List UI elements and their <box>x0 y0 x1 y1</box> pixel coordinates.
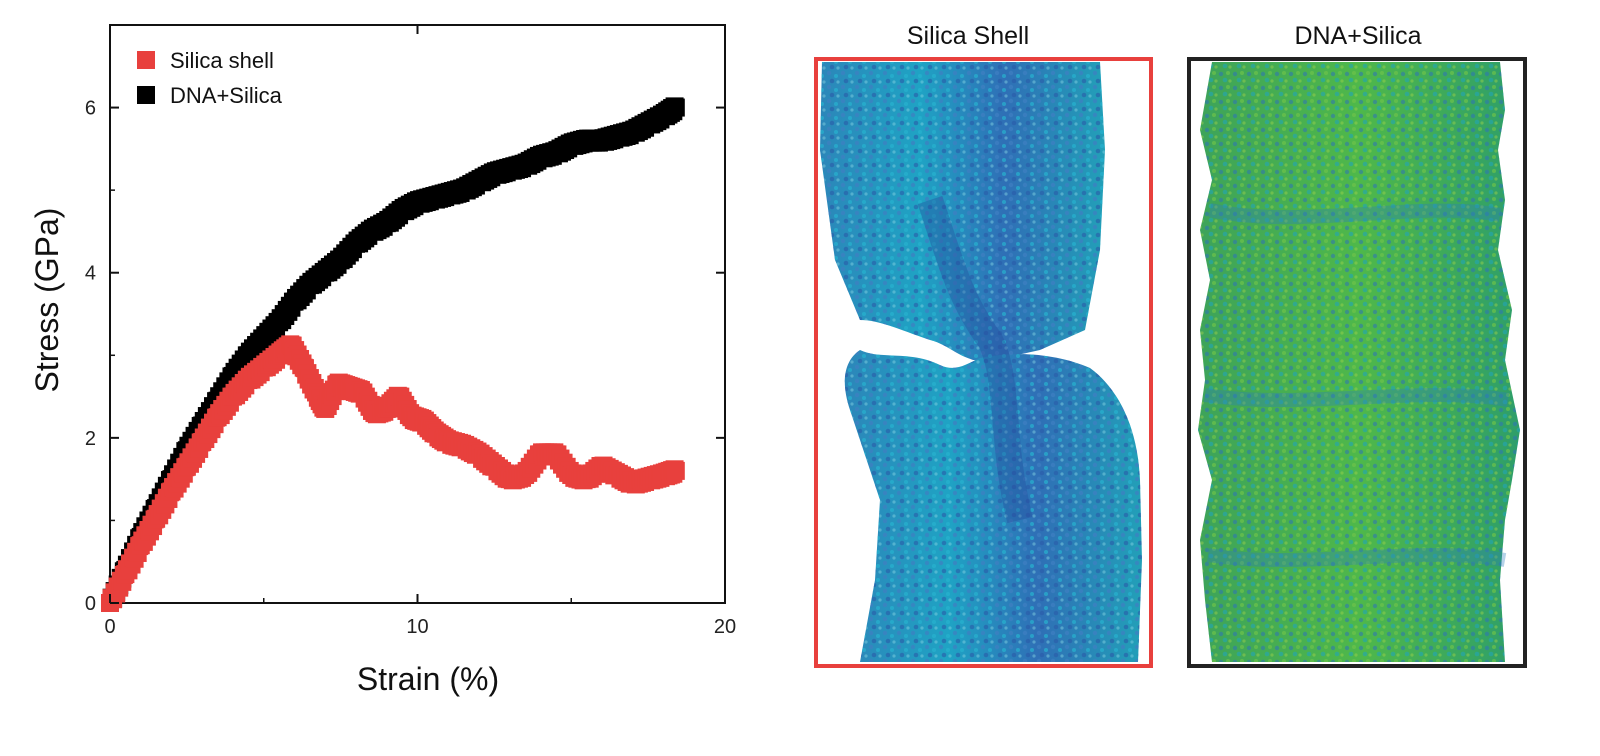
axes-layer: 0 10 20 0 2 4 6 <box>85 25 736 638</box>
stress-strain-plot: 0 10 20 0 2 4 6 Silica shell DNA+Silica Strain… <box>29 24 736 697</box>
legend: Silica shell DNA+Silica <box>137 48 283 108</box>
plot-frame <box>109 24 726 604</box>
x-tick-label: 20 <box>714 616 736 638</box>
y-tick-label: 0 <box>85 593 96 615</box>
legend-swatch-silica-shell <box>137 51 155 69</box>
x-tick-label: 0 <box>104 616 115 638</box>
panel-silica-shell: Silica Shell <box>814 22 1153 668</box>
panel-frame-silica-shell <box>814 57 1153 668</box>
panel-title-dna-silica: DNA+Silica <box>1294 22 1421 50</box>
y-tick-label: 4 <box>85 263 96 285</box>
series-dna-silica <box>101 97 685 612</box>
x-axis-title: Strain (%) <box>357 661 499 697</box>
legend-label-silica-shell: Silica shell <box>170 48 274 73</box>
panel-title-silica-shell: Silica Shell <box>907 22 1029 50</box>
y-tick-label: 2 <box>85 428 96 450</box>
y-tick-label: 6 <box>85 98 96 120</box>
series-layer <box>101 97 685 612</box>
data-point <box>666 98 685 117</box>
panel-dna-silica: DNA+Silica <box>1187 22 1527 668</box>
legend-swatch-dna-silica <box>137 86 155 104</box>
panel-frame-dna-silica <box>1187 57 1527 668</box>
silica-shell-fracture-image <box>820 62 1142 662</box>
dna-silica-cylinder-image <box>1198 62 1520 662</box>
data-point <box>666 461 685 480</box>
x-tick-label: 10 <box>406 616 428 638</box>
y-axis-title: Stress (GPa) <box>29 208 65 393</box>
series-silica-shell <box>101 335 685 612</box>
legend-label-dna-silica: DNA+Silica <box>170 83 283 108</box>
